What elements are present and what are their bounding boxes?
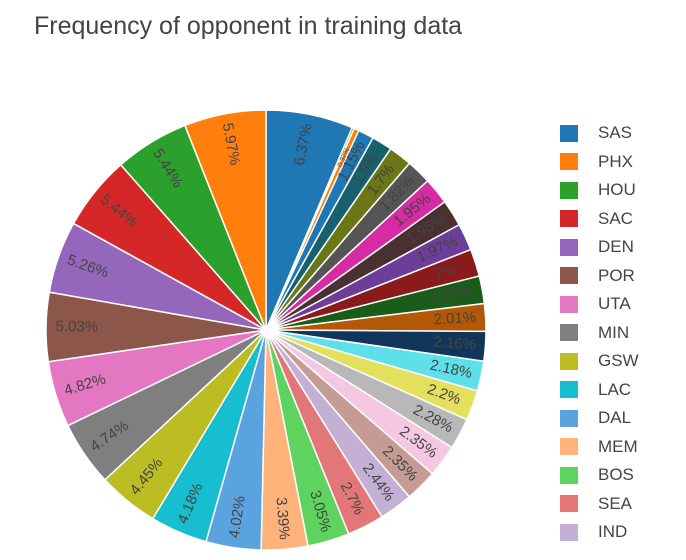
legend-item-sac[interactable]: SAC	[560, 205, 639, 234]
slice-label: 2%	[433, 260, 459, 283]
legend-item-den[interactable]: DEN	[560, 233, 639, 262]
legend-item-ind[interactable]: IND	[560, 518, 639, 547]
legend-swatch	[560, 523, 578, 541]
slice-label: 2.01%	[433, 309, 476, 328]
legend: SAS PHX HOU SAC DEN POR UTA MIN GSW LAC DAL MEM BOS S…	[560, 119, 639, 547]
legend-item-por[interactable]: POR	[560, 262, 639, 291]
slice-label: 3.39%	[272, 497, 293, 541]
legend-label: MIN	[598, 322, 630, 342]
legend-label: POR	[598, 265, 635, 285]
legend-label: SAC	[598, 208, 633, 228]
legend-swatch	[560, 495, 578, 513]
legend-item-bos[interactable]: BOS	[560, 461, 639, 490]
legend-label: DEN	[598, 237, 634, 257]
legend-label: HOU	[598, 180, 636, 200]
legend-swatch	[560, 153, 578, 171]
pie-slice-phx	[183, 109, 267, 331]
chart-title: Frequency of opponent in training data	[34, 12, 463, 40]
legend-item-hou[interactable]: HOU	[560, 176, 639, 205]
legend-item-mem[interactable]: MEM	[560, 433, 639, 462]
legend-swatch	[560, 238, 578, 256]
legend-swatch	[560, 267, 578, 285]
legend-swatch	[560, 381, 578, 399]
legend-swatch	[560, 466, 578, 484]
slice-label: 4.02%	[226, 495, 249, 540]
legend-item-sas[interactable]: SAS	[560, 119, 639, 148]
pie-slices	[45, 109, 487, 551]
slice-label: 5.03%	[55, 318, 98, 336]
legend-item-dal[interactable]: DAL	[560, 404, 639, 433]
legend-item-phx[interactable]: PHX	[560, 148, 639, 177]
legend-label: UTA	[598, 294, 631, 314]
legend-label: IND	[598, 522, 628, 542]
legend-swatch	[560, 210, 578, 228]
legend-swatch	[560, 438, 578, 456]
legend-swatch	[560, 295, 578, 313]
legend-swatch	[560, 181, 578, 199]
legend-label: GSW	[598, 351, 639, 371]
legend-label: SAS	[598, 123, 633, 143]
legend-swatch	[560, 409, 578, 427]
legend-label: BOS	[598, 465, 634, 485]
legend-item-min[interactable]: MIN	[560, 319, 639, 348]
legend-item-sea[interactable]: SEA	[560, 490, 639, 519]
legend-label: PHX	[598, 151, 633, 171]
legend-swatch	[560, 324, 578, 342]
legend-item-lac[interactable]: LAC	[560, 376, 639, 405]
slice-label: 2.16%	[433, 333, 477, 353]
legend-label: DAL	[598, 408, 632, 428]
legend-swatch	[560, 352, 578, 370]
legend-item-uta[interactable]: UTA	[560, 290, 639, 319]
legend-label: MEM	[598, 436, 638, 456]
legend-label: LAC	[598, 379, 632, 399]
legend-item-gsw[interactable]: GSW	[560, 347, 639, 376]
legend-label: SEA	[598, 493, 633, 513]
legend-swatch	[560, 124, 578, 142]
